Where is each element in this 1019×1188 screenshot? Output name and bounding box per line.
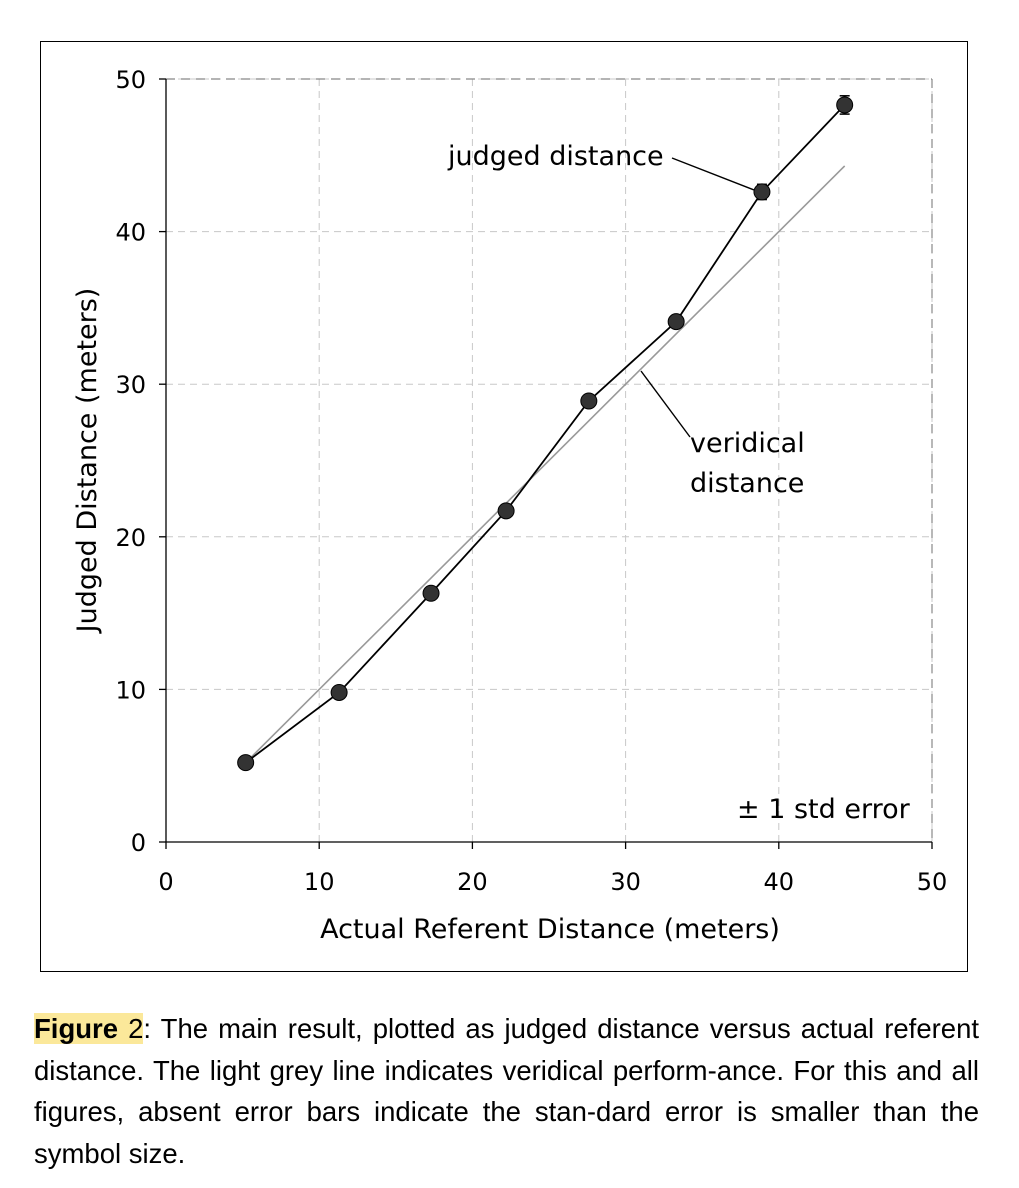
y-tick-label-5: 50 bbox=[115, 66, 146, 94]
data-point-3 bbox=[497, 502, 515, 520]
judged-series bbox=[237, 95, 854, 772]
x-tick-label-4: 40 bbox=[764, 868, 795, 896]
y-tick-label-2: 20 bbox=[115, 524, 146, 552]
data-point-6 bbox=[753, 183, 771, 201]
data-point-0 bbox=[237, 754, 255, 772]
data-point-7 bbox=[836, 96, 854, 114]
data-point-2 bbox=[422, 584, 440, 602]
std-error-note: ± 1 std error bbox=[737, 794, 911, 825]
data-point-4 bbox=[580, 392, 598, 410]
caption-figure-label: Figure bbox=[34, 1013, 119, 1044]
figure-caption: Figure 2: The main result, plotted as ju… bbox=[34, 1008, 979, 1174]
x-tick-label-5: 50 bbox=[917, 868, 948, 896]
veridical-label-line1: veridical bbox=[690, 428, 805, 459]
data-point-1 bbox=[330, 683, 348, 701]
y-axis-title: Judged Distance (meters) bbox=[72, 288, 103, 635]
y-tick-label-3: 30 bbox=[115, 371, 146, 399]
caption-number-value: 2 bbox=[128, 1013, 144, 1044]
annotations: judged distance veridical distance ± 1 s… bbox=[72, 141, 911, 945]
y-tick-label-4: 40 bbox=[115, 219, 146, 247]
veridical-series bbox=[245, 165, 846, 764]
caption-figure-number: 2 bbox=[118, 1013, 144, 1044]
y-tick-label-1: 10 bbox=[115, 676, 146, 704]
y-tick-label-0: 0 bbox=[131, 829, 146, 857]
judged-line bbox=[245, 104, 846, 764]
x-tick-label-3: 30 bbox=[610, 868, 641, 896]
data-point-5 bbox=[667, 313, 685, 331]
judged-leader-line bbox=[671, 157, 755, 191]
judged-distance-label: judged distance bbox=[447, 141, 664, 172]
x-tick-label-2: 20 bbox=[457, 868, 488, 896]
x-axis-title: Actual Referent Distance (meters) bbox=[320, 914, 780, 945]
veridical-label-line2: distance bbox=[690, 468, 804, 499]
veridical-line bbox=[245, 165, 846, 764]
x-tick-label-1: 10 bbox=[304, 868, 335, 896]
caption-colon: : bbox=[143, 1013, 152, 1044]
axes: 0 10 20 30 40 50 0 10 20 30 40 50 bbox=[115, 66, 947, 896]
veridical-leader-line bbox=[640, 370, 691, 438]
x-tick-label-0: 0 bbox=[158, 868, 173, 896]
grid bbox=[166, 78, 933, 842]
caption-text: The main result, plotted as judged dista… bbox=[34, 1013, 980, 1169]
